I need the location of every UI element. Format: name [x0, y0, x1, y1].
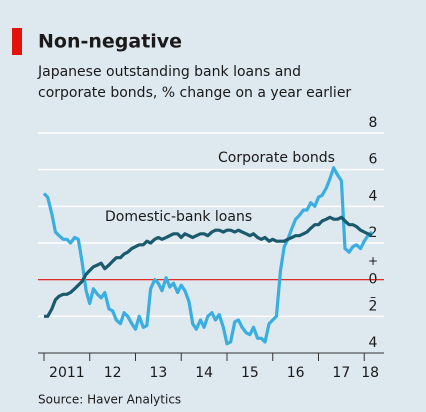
x-tick-label: 14 [195, 365, 213, 381]
annotation: + [368, 254, 378, 268]
y-tick-label: 6 [369, 152, 378, 168]
legend-label: Corporate bonds [218, 150, 335, 166]
x-tick-label: 13 [149, 365, 167, 381]
chart-subtitle: corporate bonds, % change on a year earl… [38, 85, 351, 101]
chart-title: Non-negative [38, 31, 182, 53]
chart-subtitle: Japanese outstanding bank loans and [37, 64, 301, 80]
x-tick-label: 15 [241, 365, 259, 381]
y-tick-label: 4 [369, 188, 378, 204]
y-tick-label: 2 [369, 225, 378, 241]
legend-label: Domestic-bank loans [105, 209, 252, 225]
y-tick-label: 8 [369, 115, 378, 131]
source: Source: Haver Analytics [38, 393, 181, 407]
y-tick-label: 0 [369, 272, 378, 288]
y-tick-label: 4 [369, 335, 378, 351]
y-tick-label: 2 [369, 298, 378, 314]
series-line [44, 215, 373, 318]
x-tick-label: 17 [332, 365, 350, 381]
x-tick-label: 2011 [49, 365, 85, 381]
series-line [42, 166, 374, 346]
annotation: – [370, 290, 376, 304]
red-tag [12, 28, 22, 55]
x-tick-label: 12 [104, 365, 122, 381]
x-tick-label: 18 [361, 365, 379, 381]
x-tick-label: 16 [287, 365, 305, 381]
